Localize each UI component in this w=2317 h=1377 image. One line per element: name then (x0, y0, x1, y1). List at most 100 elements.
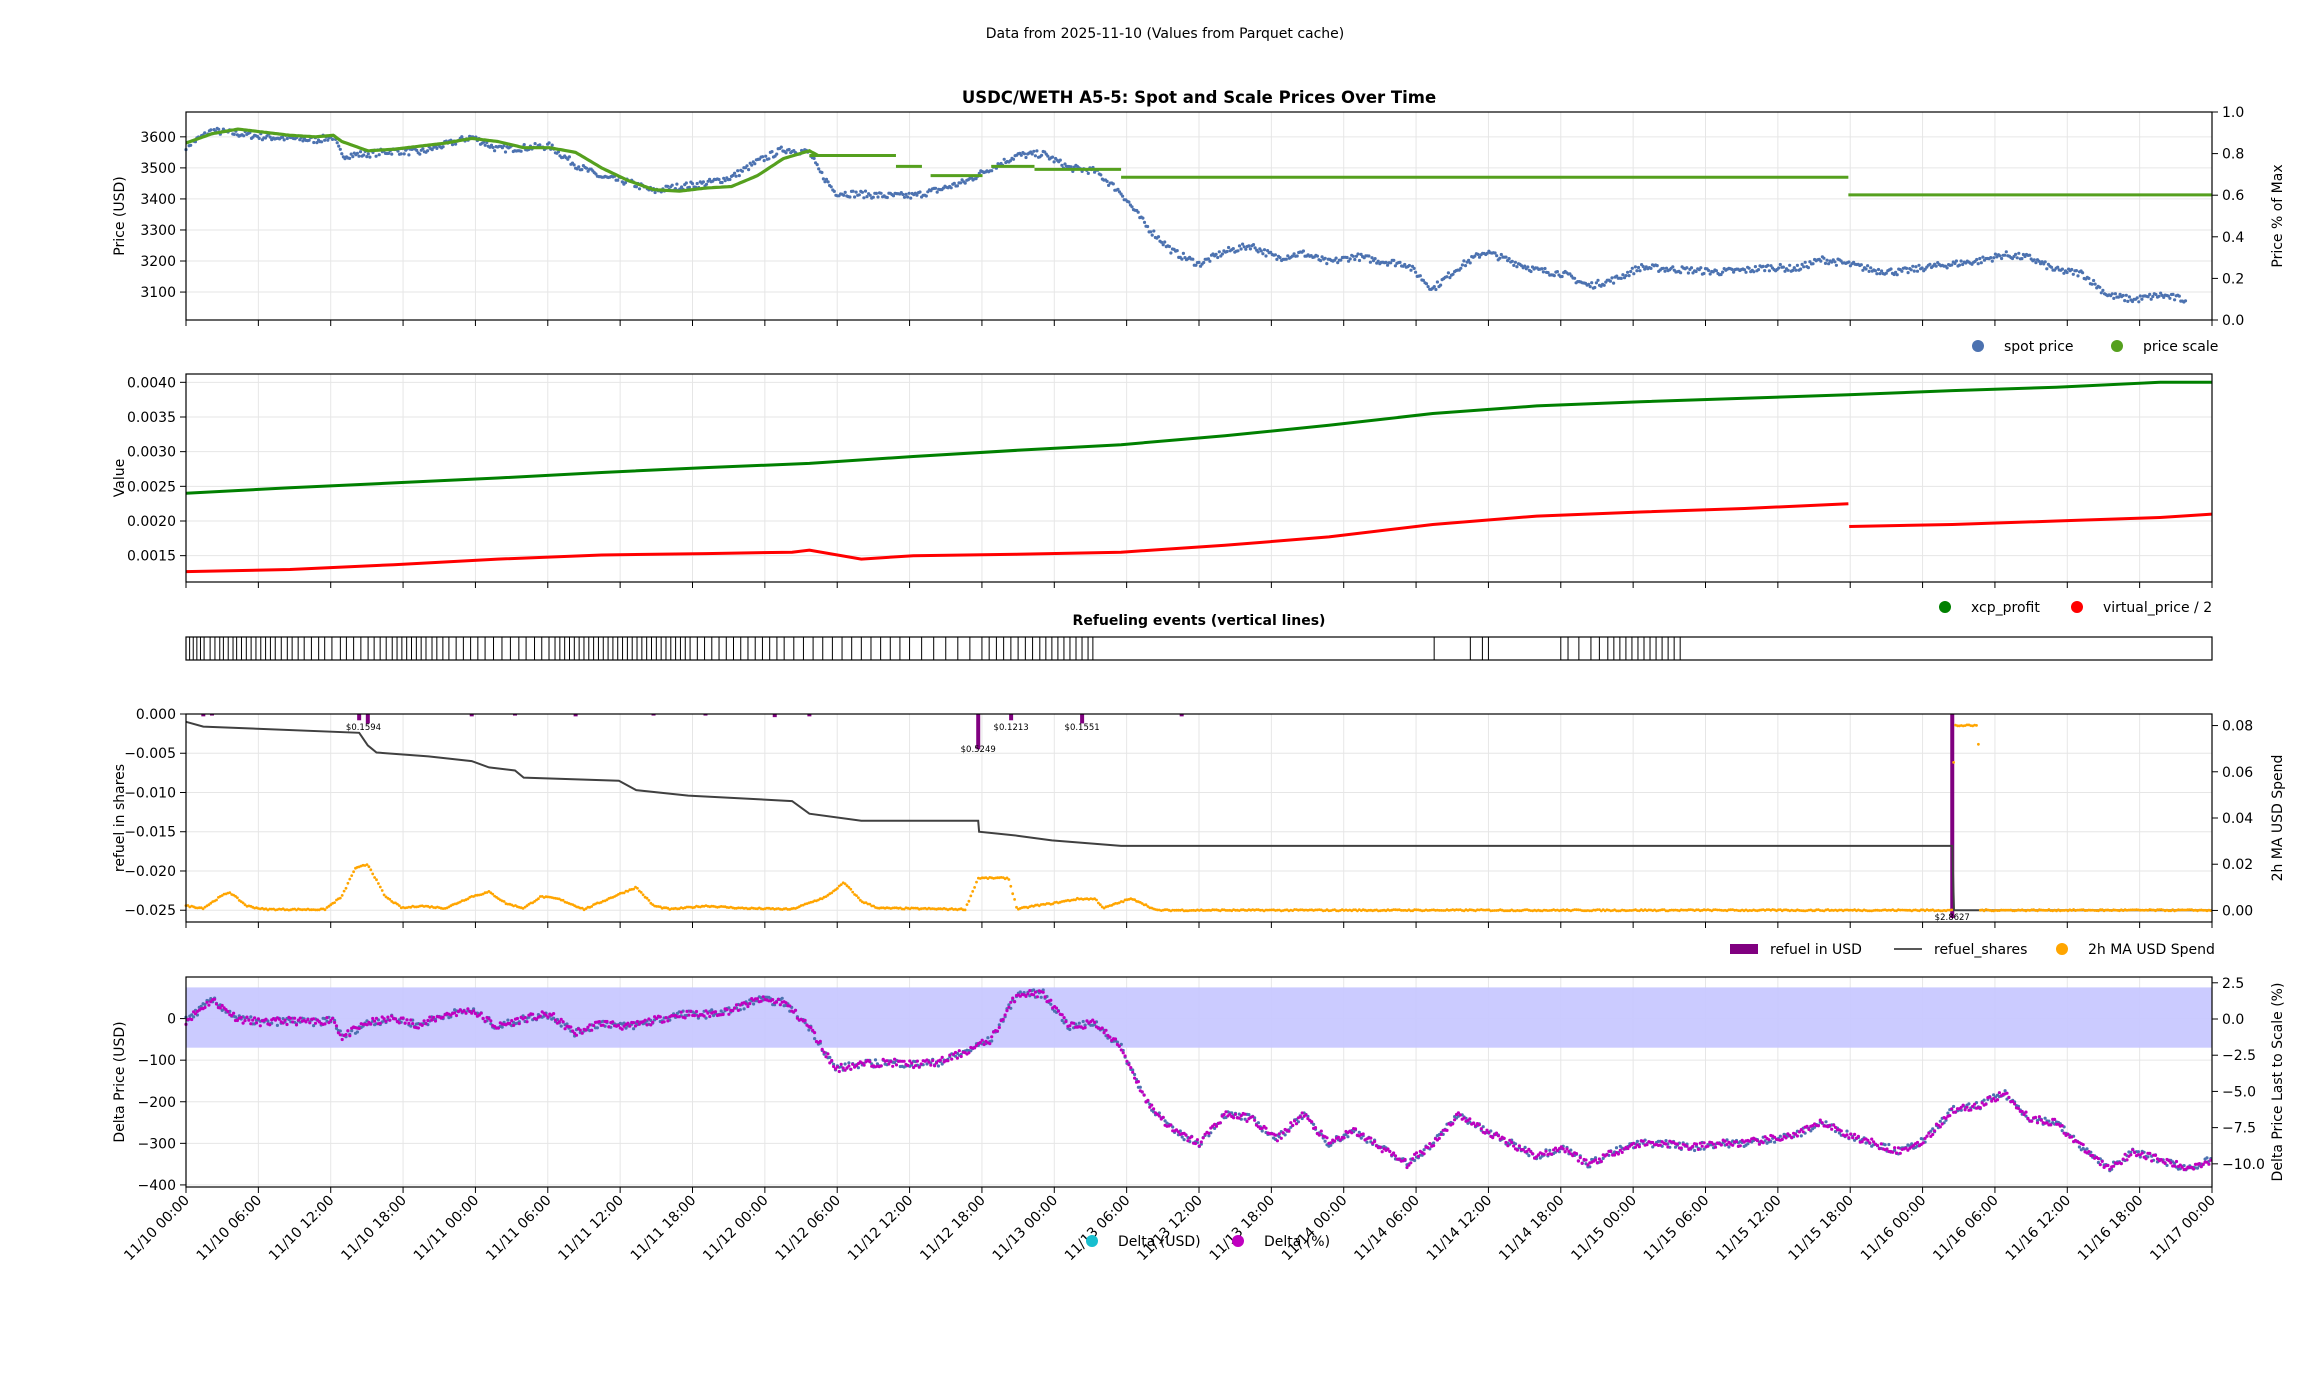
delta-pct-point (1108, 1035, 1112, 1039)
refuel-usd-bar (469, 714, 474, 717)
y2-tick-label: 0.0 (2222, 313, 2244, 329)
spot-price-point (1161, 243, 1165, 247)
ma-usd-spend-point (967, 899, 971, 903)
delta-pct-point (1738, 1144, 1742, 1148)
delta-pct-point (1613, 1153, 1617, 1157)
spot-price-point (865, 195, 869, 199)
spot-price-point (670, 183, 674, 187)
delta-pct-point (651, 1020, 655, 1024)
delta-pct-point (1049, 998, 1053, 1002)
y2-tick-label: 0.02 (2222, 857, 2253, 873)
spot-price-point (1593, 285, 1597, 290)
delta-pct-point (919, 1062, 923, 1066)
delta-pct-point (232, 1011, 236, 1015)
delta-usd-point (1329, 1143, 1333, 1147)
delta-pct-point (2100, 1159, 2104, 1163)
ma-usd-spend-point (1952, 761, 1955, 764)
spot-price-point (1345, 255, 1349, 260)
spot-price-point (1150, 233, 1154, 237)
delta-pct-point (1833, 1125, 1838, 1129)
y-tick-label: −100 (138, 1053, 176, 1069)
delta-pct-point (213, 997, 217, 1001)
spot-price-point (1708, 272, 1712, 276)
spot-price-point (1979, 261, 1983, 265)
spot-price-point (2049, 265, 2054, 269)
plot-frame (185, 111, 2213, 321)
spot-price-point (824, 177, 829, 181)
spot-price-point (533, 142, 537, 146)
spot-price-point (1323, 256, 1327, 260)
spot-price-point (502, 144, 506, 148)
delta-pct-point (645, 1023, 649, 1027)
delta-pct-point (1186, 1139, 1190, 1143)
delta-pct-point (1393, 1154, 1398, 1158)
delta-pct-point (731, 1009, 735, 1013)
spot-price-point (1643, 267, 1647, 271)
delta-usd-point (780, 996, 784, 1000)
spot-price-point (1024, 155, 1028, 160)
delta-pct-point (407, 1021, 411, 1025)
delta-pct-point (1584, 1158, 1588, 1162)
delta-pct-point (1694, 1142, 1699, 1146)
delta-pct-point (1571, 1154, 1575, 1158)
delta-pct-point (1877, 1147, 1881, 1151)
ma-usd-spend-point (241, 901, 245, 905)
delta-pct-point (761, 995, 765, 999)
delta-pct-point (1369, 1136, 1373, 1140)
delta-pct-point (950, 1057, 954, 1061)
spot-price-point (1906, 271, 1910, 275)
delta-pct-point (1293, 1119, 1297, 1123)
spot-price-point (1953, 261, 1957, 266)
ma-usd-spend-point (327, 904, 331, 908)
delta-pct-point (1856, 1134, 1860, 1138)
delta-usd-point (1601, 1156, 1605, 1160)
delta-pct-point (1468, 1117, 1472, 1121)
spot-price-point (1781, 265, 1785, 269)
ma-usd-spend-point (209, 901, 213, 905)
spot-price-point (1202, 260, 1206, 265)
delta-pct-point (559, 1017, 563, 1021)
spot-price-point (1206, 257, 1210, 261)
spot-price-point (1163, 240, 1167, 244)
delta-pct-point (411, 1022, 415, 1026)
delta-pct-point (1253, 1118, 1257, 1122)
delta-usd-point (1083, 1023, 1087, 1027)
legend-label: spot price (2004, 339, 2074, 355)
delta-pct-point (894, 1063, 899, 1067)
delta-pct-point (1072, 1021, 1076, 1025)
delta-pct-point (511, 1023, 516, 1027)
spot-price-point (209, 128, 213, 132)
ma-usd-spend-point (348, 877, 352, 881)
delta-pct-point (1875, 1143, 1880, 1148)
ma-usd-spend-point (369, 868, 373, 872)
spot-price-point (1976, 262, 1980, 266)
spot-price-point (653, 190, 657, 195)
spot-price-point (2148, 292, 2152, 296)
delta-pct-point (382, 1017, 386, 1021)
spot-price-point (1621, 273, 1625, 277)
delta-pct-point (1992, 1097, 1996, 1101)
delta-pct-point (902, 1059, 906, 1063)
y-axis-label: Price (USD) (112, 176, 128, 255)
spot-price-point (1011, 157, 1016, 161)
delta-pct-point (249, 1022, 253, 1026)
figure-suptitle: Data from 2025-11-10 (Values from Parque… (986, 26, 1345, 42)
spot-price-point (1121, 194, 1125, 198)
delta-pct-point (1893, 1146, 1897, 1150)
delta-pct-point (426, 1018, 430, 1023)
spot-price-point (1284, 257, 1288, 261)
delta-pct-point (666, 1019, 670, 1023)
spot-price-point (1367, 254, 1371, 258)
spot-price-point (1945, 266, 1949, 270)
spot-price-point (1721, 270, 1725, 274)
spot-price-point (435, 146, 439, 150)
spot-price-point (1959, 259, 1963, 263)
delta-usd-point (559, 1024, 563, 1028)
spot-price-point (257, 136, 261, 140)
delta-pct-point (348, 1034, 352, 1038)
delta-pct-point (1300, 1111, 1304, 1115)
delta-pct-point (793, 1008, 798, 1012)
y2-tick-label: −2.5 (2222, 1048, 2256, 1064)
delta-pct-point (1805, 1124, 1809, 1128)
delta-pct-point (828, 1061, 832, 1065)
